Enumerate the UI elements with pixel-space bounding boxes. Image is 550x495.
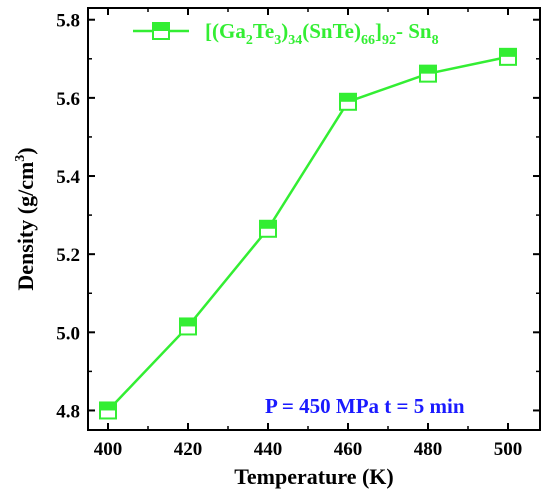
x-tick-label: 500 (494, 439, 523, 460)
y-axis-title-superscript: 3 (13, 155, 28, 162)
x-tick-label: 440 (254, 439, 283, 460)
y-axis-title-end: ) (13, 147, 38, 154)
y-tick-label: 4.8 (56, 401, 80, 422)
y-tick-label: 5.4 (56, 167, 80, 188)
half-filled-square-marker (99, 401, 117, 420)
y-axis-title-main: Density (g/cm (13, 162, 38, 291)
half-filled-square-marker (179, 317, 197, 336)
legend-text-part: ) (281, 19, 288, 43)
legend-text-part: - Sn (396, 19, 432, 43)
legend-subscript: 34 (288, 33, 302, 48)
half-filled-square-marker (419, 64, 437, 83)
legend-subscript: 2 (246, 33, 253, 48)
x-tick-label: 460 (334, 439, 363, 460)
marker-fill (420, 65, 436, 74)
legend-marker (152, 22, 170, 40)
conditions-annotation: P = 450 MPa t = 5 min (265, 394, 465, 418)
x-tick-label: 480 (414, 439, 443, 460)
marker-fill (100, 402, 116, 411)
y-axis-title: Density (g/cm3) (13, 147, 38, 290)
y-tick-label: 5.2 (56, 245, 80, 266)
legend-subscript: 8 (432, 33, 439, 48)
legend: [(Ga2Te3)34(SnTe)66]92- Sn8 (133, 19, 439, 48)
x-tick-label: 400 (94, 439, 123, 460)
marker-fill (153, 23, 169, 31)
y-tick-label: 5.8 (56, 11, 80, 32)
half-filled-square-marker (499, 47, 517, 66)
plot-frame (87, 7, 541, 431)
marker-fill (180, 318, 196, 327)
legend-subscript: 3 (274, 33, 281, 48)
marker-fill (500, 48, 516, 57)
y-tick-label: 5.0 (56, 323, 80, 344)
x-axis-title: Temperature (K) (234, 464, 393, 489)
legend-text-part: (SnTe) (302, 19, 361, 43)
half-filled-square-marker (259, 219, 277, 238)
legend-text-part: Te (253, 19, 274, 43)
half-filled-square-marker (339, 92, 357, 111)
half-filled-square-marker (152, 22, 170, 40)
marker-fill (340, 93, 356, 102)
y-tick-label: 5.6 (56, 89, 80, 110)
legend-text-part: [(Ga (205, 19, 246, 43)
legend-subscript: 66 (361, 33, 375, 48)
legend-series-label: [(Ga2Te3)34(SnTe)66]92- Sn8 (205, 19, 439, 48)
series-line (107, 55, 509, 412)
x-tick-label: 420 (174, 439, 203, 460)
legend-subscript: 92 (382, 33, 396, 48)
series-layer (99, 47, 517, 420)
marker-fill (260, 220, 276, 229)
ticks-layer: 400 420 440 460 480 500 4.8 5.0 5.2 5.4 5.6 5.8 (56, 8, 540, 460)
legend-text-part: ] (375, 19, 382, 43)
